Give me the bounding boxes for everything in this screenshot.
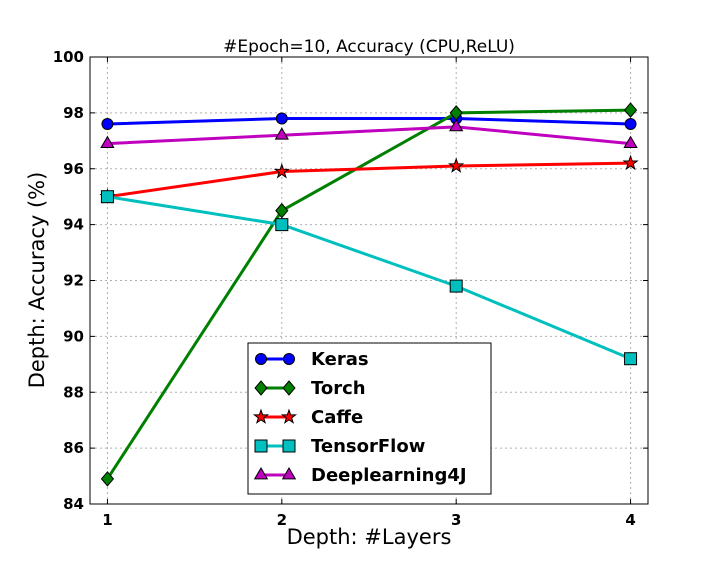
chart-title: #Epoch=10, Accuracy (CPU,ReLU) xyxy=(223,37,515,57)
x-tick-label: 3 xyxy=(451,511,461,529)
series-line-tensorflow xyxy=(107,195,632,361)
legend-marker-caffe xyxy=(280,408,298,424)
data-point-torch xyxy=(275,202,289,219)
data-point-keras xyxy=(101,118,114,131)
x-axis-title: Depth: #Layers xyxy=(287,525,452,549)
legend-marker-deeplearning4j xyxy=(281,467,297,480)
legend-item-deeplearning4j: Deeplearning4J xyxy=(253,465,467,486)
data-point-deeplearning4j xyxy=(449,118,464,132)
legend-marker-deeplearning4j xyxy=(253,467,269,480)
legend-item-caffe: Caffe xyxy=(252,407,363,428)
legend-marker-keras xyxy=(283,353,295,365)
y-axis-title: Depth: Accuracy (%) xyxy=(25,172,49,389)
data-point-tensorflow xyxy=(100,190,114,204)
data-point-caffe xyxy=(448,157,465,173)
legend-marker-keras xyxy=(255,353,267,365)
series-line-torch xyxy=(106,108,631,480)
legend-label-keras: Keras xyxy=(311,349,369,370)
data-point-torch xyxy=(623,102,638,118)
legend-marker-tensorflow xyxy=(254,439,268,453)
y-tick-label: 88 xyxy=(63,383,84,401)
y-tick-label: 92 xyxy=(63,272,84,290)
legend: Keras Torch Caffe TensorFlow Deeplearning4J xyxy=(247,342,492,495)
data-point-torch xyxy=(100,471,115,487)
data-point-deeplearning4j xyxy=(623,135,638,148)
series-torch xyxy=(100,102,638,487)
y-tick-label: 98 xyxy=(63,104,84,122)
y-tick-label: 96 xyxy=(63,160,84,178)
series-tensorflow xyxy=(100,190,638,366)
legend-label-tensorflow: TensorFlow xyxy=(311,436,425,457)
series-line-caffe xyxy=(107,161,631,199)
legend-marker-torch xyxy=(282,380,296,396)
data-point-keras xyxy=(275,112,288,125)
x-tick-label: 1 xyxy=(102,511,112,529)
legend-label-deeplearning4j: Deeplearning4J xyxy=(311,465,467,486)
legend-item-keras: Keras xyxy=(255,349,369,370)
legend-marker-caffe xyxy=(252,408,270,424)
y-tick-label: 86 xyxy=(63,439,84,457)
legend-marker-tensorflow xyxy=(282,439,296,453)
axis-ticks: 84 86 88 90 92 94 96 98 100 1 2 3 4 xyxy=(53,48,648,529)
data-point-tensorflow xyxy=(275,218,289,232)
data-point-tensorflow xyxy=(449,279,463,293)
legend-marker-torch xyxy=(254,380,268,396)
series-keras xyxy=(101,112,637,131)
data-point-caffe xyxy=(273,163,290,179)
data-point-caffe xyxy=(622,154,639,171)
series-line-deeplearning4j xyxy=(107,125,631,146)
x-tick-label: 2 xyxy=(277,511,287,529)
legend-label-torch: Torch xyxy=(311,378,366,399)
legend-label-caffe: Caffe xyxy=(311,407,363,428)
data-point-keras xyxy=(624,118,637,131)
x-tick-label: 4 xyxy=(625,511,635,529)
y-tick-label: 84 xyxy=(63,495,84,513)
series-deeplearning4j xyxy=(100,118,638,148)
series-line-keras xyxy=(107,116,631,126)
data-point-deeplearning4j xyxy=(274,127,289,140)
y-tick-label: 90 xyxy=(63,327,84,345)
y-tick-label: 100 xyxy=(53,48,84,66)
data-point-deeplearning4j xyxy=(100,135,115,148)
y-tick-label: 94 xyxy=(63,216,84,234)
legend-item-tensorflow: TensorFlow xyxy=(254,436,425,457)
legend-item-torch: Torch xyxy=(254,378,366,399)
series-lines xyxy=(99,102,639,487)
data-point-tensorflow xyxy=(624,352,638,366)
